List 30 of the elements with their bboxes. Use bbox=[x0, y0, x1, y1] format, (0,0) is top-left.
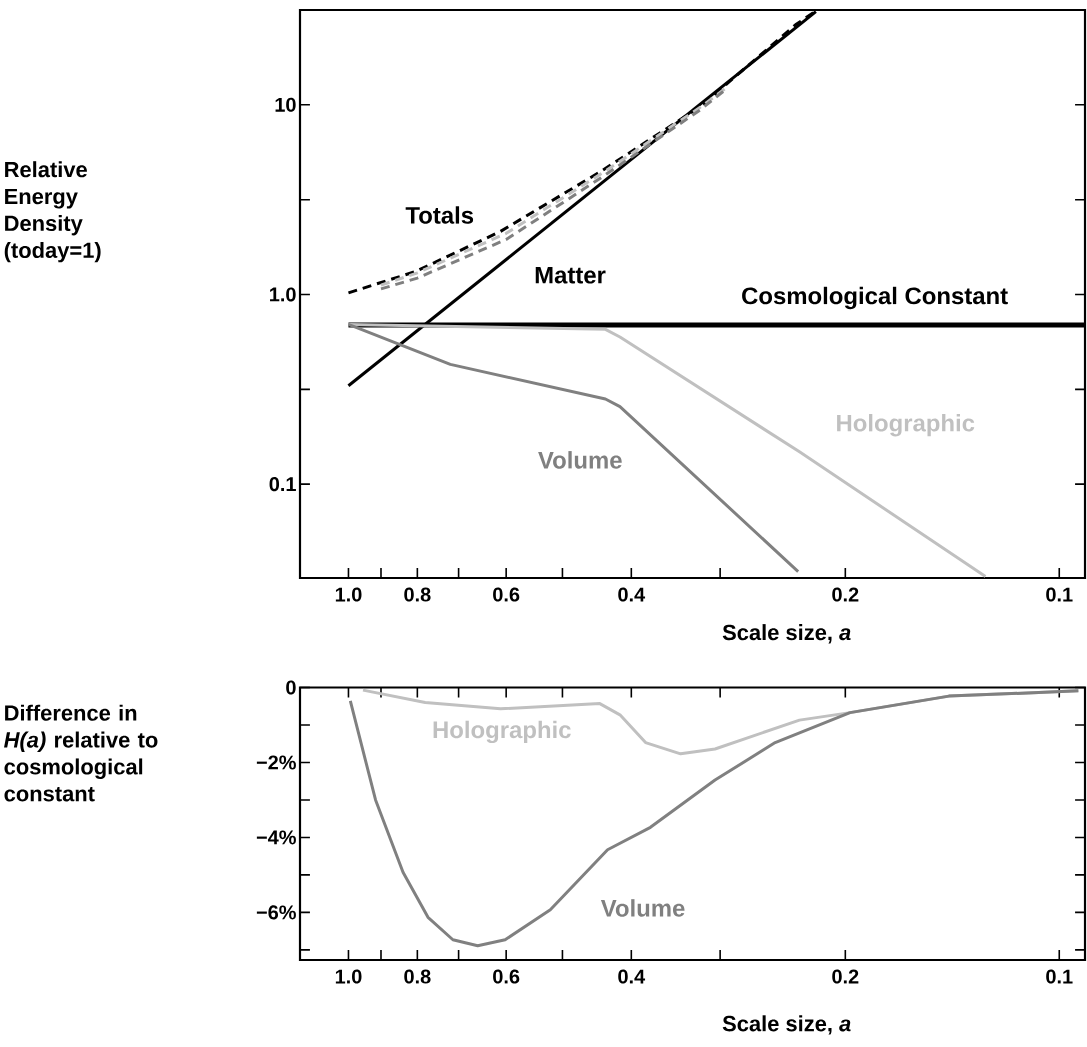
series-label: Holographic bbox=[433, 720, 571, 744]
x-tick-label: 0.2 bbox=[832, 969, 859, 984]
series-label: Volume bbox=[600, 899, 685, 917]
x-tick-label: 0.4 bbox=[618, 969, 646, 984]
x-tick-label: 1.0 bbox=[335, 587, 362, 602]
x-tick-label: 1.0 bbox=[335, 969, 362, 984]
x-tick-label: 0.2 bbox=[832, 587, 859, 602]
y-tick-label: −6% bbox=[256, 905, 296, 920]
series-label: Totals bbox=[405, 206, 474, 224]
x-axis-title: Scale size, a bbox=[722, 1015, 851, 1035]
series-label: Holographic bbox=[837, 414, 975, 437]
y-tick-label: 10 bbox=[275, 97, 296, 112]
y-tick-label: −4% bbox=[256, 830, 296, 845]
series-label: Volume bbox=[538, 451, 622, 469]
x-tick-label: 0.1 bbox=[1046, 587, 1073, 602]
x-axis-title: Scale size, a bbox=[722, 624, 851, 644]
x-tick-label: 0.6 bbox=[493, 969, 520, 984]
series-label: Cosmological Constant bbox=[742, 286, 1008, 310]
y-tick-label: 0 bbox=[286, 680, 296, 695]
x-tick-label: 0.4 bbox=[618, 587, 646, 602]
y-axis-title: Relative Energy Density (today=1) bbox=[4, 161, 101, 263]
x-tick-label: 0.8 bbox=[404, 969, 431, 984]
y-tick-label: 0.1 bbox=[269, 477, 296, 492]
x-tick-label: 0.6 bbox=[493, 587, 520, 602]
y-tick-label: 1.0 bbox=[270, 287, 296, 302]
y-tick-label: −2% bbox=[256, 755, 296, 770]
x-tick-label: 0.1 bbox=[1046, 969, 1073, 984]
y-axis-title: Difference in H(a) relative to cosmological constant bbox=[4, 704, 158, 802]
x-tick-label: 0.8 bbox=[404, 587, 431, 602]
series-label: Matter bbox=[535, 266, 606, 284]
